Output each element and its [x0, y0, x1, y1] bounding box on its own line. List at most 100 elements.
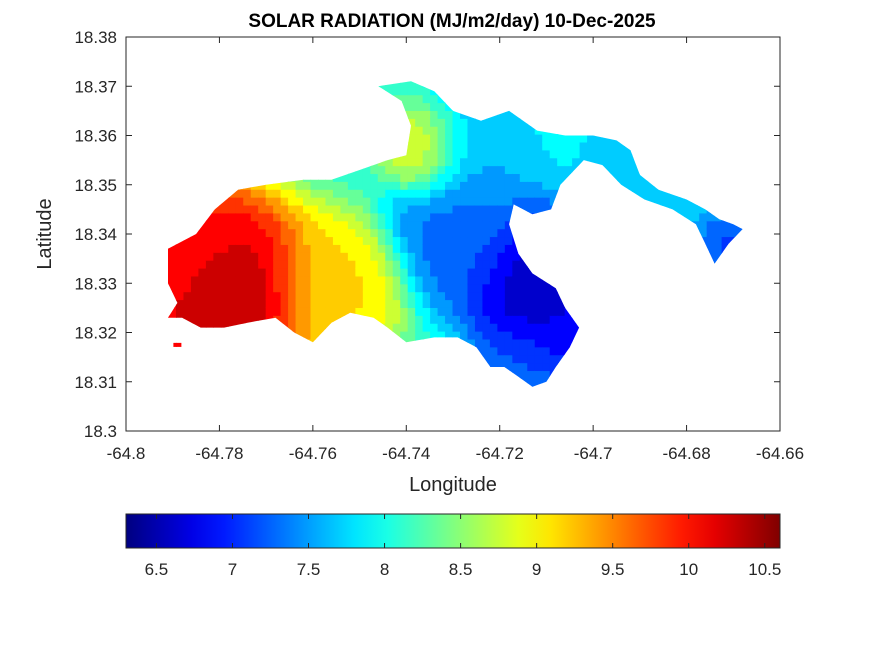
heatmap-cell — [661, 197, 670, 206]
heatmap-cell — [407, 94, 416, 104]
heatmap-cell — [497, 244, 506, 253]
heatmap-cell — [295, 212, 304, 222]
heatmap-cell — [415, 110, 424, 119]
heatmap-cell — [460, 157, 469, 167]
heatmap-cell — [303, 275, 312, 285]
x-tick-label: -64.78 — [195, 444, 243, 463]
heatmap-cell — [452, 228, 461, 238]
heatmap-cell — [362, 275, 371, 285]
heatmap-cell — [273, 267, 282, 277]
heatmap-cell — [497, 291, 506, 301]
heatmap-cell — [332, 252, 342, 261]
heatmap-cell — [198, 307, 207, 316]
heatmap-cell — [325, 315, 334, 324]
heatmap-cell — [474, 275, 484, 285]
heatmap-cell — [220, 220, 229, 230]
heatmap-cell — [512, 181, 521, 190]
heatmap-cell — [512, 323, 521, 332]
heatmap-cell — [400, 204, 409, 214]
heatmap-cell — [340, 181, 349, 190]
heatmap-cell — [400, 220, 409, 230]
heatmap-cell — [602, 157, 611, 167]
heatmap-cell — [519, 197, 528, 206]
heatmap-cell — [243, 252, 252, 261]
heatmap-cell — [467, 204, 476, 214]
heatmap-cell — [415, 260, 424, 269]
heatmap-cell — [250, 228, 259, 238]
colorbar-tick-label: 10 — [679, 560, 698, 579]
heatmap-cell — [519, 346, 528, 356]
heatmap-cell — [377, 252, 386, 261]
heatmap-cell — [474, 283, 484, 293]
heatmap-cell — [213, 267, 222, 277]
heatmap-cell — [534, 307, 543, 316]
heatmap-cell — [265, 181, 274, 190]
heatmap-cell — [183, 283, 192, 293]
heatmap-cell — [430, 220, 439, 230]
heatmap-cell — [303, 291, 312, 301]
heatmap-cell — [288, 291, 297, 301]
heatmap-cell — [385, 157, 394, 167]
heatmap-cell — [310, 181, 319, 190]
heatmap-cell — [213, 252, 222, 261]
heatmap-cell — [415, 94, 424, 104]
heatmap-cell — [340, 267, 349, 277]
heatmap-cell — [482, 315, 491, 324]
heatmap-cell — [288, 260, 297, 269]
heatmap-cell — [280, 244, 289, 253]
heatmap-cell — [504, 331, 513, 340]
heatmap-cell — [445, 181, 454, 190]
heatmap-cell — [437, 267, 446, 277]
heatmap-cell — [729, 220, 738, 230]
heatmap-cell — [325, 307, 334, 316]
heatmap-cell — [437, 299, 446, 308]
heatmap-cell — [497, 323, 506, 332]
heatmap-cell — [482, 204, 491, 214]
heatmap-cell — [542, 149, 551, 159]
heatmap-cell — [235, 228, 244, 238]
heatmap-cell — [265, 244, 274, 253]
heatmap-cell — [691, 204, 700, 214]
heatmap-cell — [706, 220, 715, 230]
heatmap-cell — [377, 204, 386, 214]
heatmap-cell — [504, 141, 513, 151]
heatmap-cell — [497, 126, 506, 135]
heatmap-cell — [385, 181, 394, 190]
heatmap-cell — [512, 126, 521, 135]
heatmap-cell — [415, 189, 424, 198]
heatmap-cell — [706, 244, 715, 253]
y-tick-label: 18.33 — [74, 274, 117, 293]
heatmap-cell — [250, 220, 259, 230]
heatmap-cell — [512, 338, 521, 348]
heatmap-cell — [557, 149, 566, 159]
heatmap-cell — [519, 126, 528, 135]
heatmap-cell — [445, 244, 454, 253]
heatmap-cell — [213, 212, 222, 222]
heatmap-cell — [564, 323, 573, 332]
heatmap-cell — [228, 244, 237, 253]
heatmap-cell — [624, 173, 633, 182]
heatmap-cell — [303, 236, 312, 245]
heatmap-cell — [332, 299, 342, 308]
heatmap-cell — [534, 323, 543, 332]
heatmap-cell — [407, 212, 416, 222]
heatmap-cell — [497, 134, 506, 143]
heatmap-cell — [549, 307, 558, 316]
heatmap-cell — [504, 346, 513, 356]
heatmap-cell — [415, 283, 424, 293]
heatmap-cell — [385, 220, 394, 230]
heatmap-cell — [325, 299, 334, 308]
heatmap-cell — [303, 220, 312, 230]
heatmap-cell — [489, 362, 498, 372]
heatmap-cell — [318, 244, 327, 253]
heatmap-cell — [347, 220, 356, 230]
heatmap-cell — [250, 236, 259, 245]
heatmap-cell — [235, 197, 244, 206]
heatmap-cell — [318, 307, 327, 316]
heatmap-cell — [407, 165, 416, 175]
heatmap-cell — [460, 181, 469, 190]
heatmap-cell — [497, 299, 506, 308]
heatmap-cell — [474, 173, 484, 182]
heatmap-cell — [392, 212, 401, 222]
heatmap-cell — [205, 323, 214, 332]
